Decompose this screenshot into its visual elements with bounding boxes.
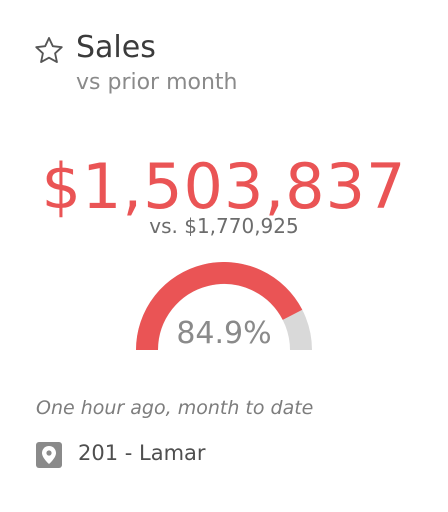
map-pin-icon bbox=[36, 442, 62, 468]
comparison-value: vs. $1,770,925 bbox=[149, 214, 299, 238]
location-label: 201 - Lamar bbox=[78, 441, 206, 465]
star-icon[interactable] bbox=[32, 34, 66, 68]
gauge-percent-label: 84.9% bbox=[176, 316, 272, 351]
metric-value: $1,503,837 bbox=[41, 150, 407, 223]
last-updated-text: One hour ago, month to date bbox=[36, 397, 314, 419]
progress-gauge bbox=[136, 262, 312, 351]
card-subtitle: vs prior month bbox=[76, 70, 238, 95]
card-title: Sales bbox=[76, 30, 156, 65]
gauge-fill bbox=[136, 262, 303, 351]
